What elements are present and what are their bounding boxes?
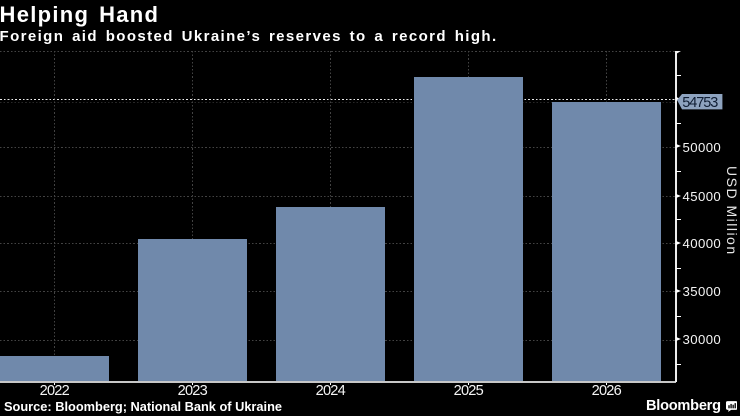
svg-text:54753: 54753: [682, 95, 718, 110]
